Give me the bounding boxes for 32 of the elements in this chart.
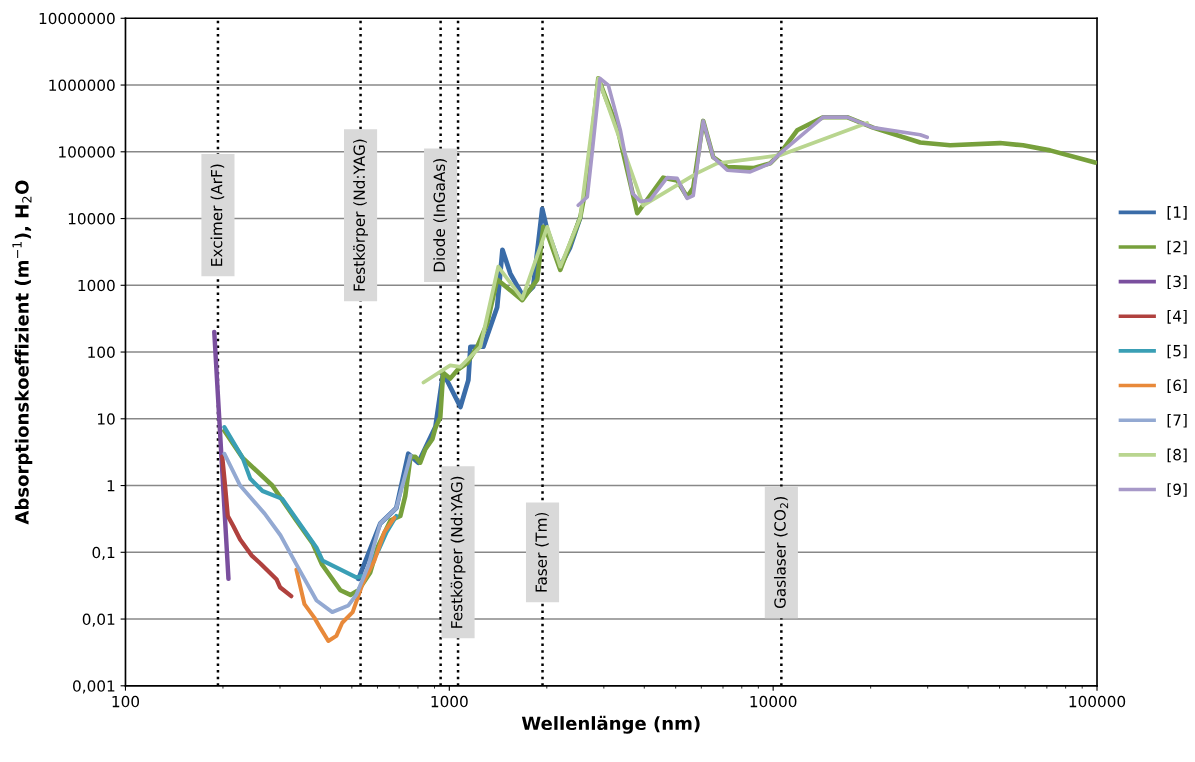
ref-line-label: Gaslaser (CO$_{2}$) (773, 497, 789, 609)
y-tick-label: 0,001 (73, 680, 115, 694)
y-tick-label: 0,1 (92, 546, 115, 560)
ref-line-label: Festkörper (Nd:YAG) (450, 476, 466, 628)
legend-label: [8] (1167, 448, 1187, 463)
y-tick-label: 1000000 (49, 79, 115, 92)
y-tick-label: 1000 (78, 279, 115, 292)
ref-line-label: Excimer (ArF) (210, 164, 225, 266)
x-tick-label: 100 (112, 695, 140, 708)
legend-label: [5] (1167, 344, 1187, 359)
y-axis-title: Absorptionskoeffizient (m$^{−1}$), H$_{2}$O (12, 180, 33, 525)
y-tick-label: 1 (107, 480, 115, 492)
y-tick-label: 10000 (68, 213, 115, 225)
legend-label: [9] (1167, 483, 1187, 497)
ref-line-label: Festkörper (Nd:YAG) (353, 139, 368, 291)
y-tick-label: 10 (97, 413, 115, 425)
x-tick-label: 1000 (431, 695, 468, 708)
legend-label: [2] (1167, 240, 1187, 255)
y-tick-label: 100000 (59, 146, 115, 158)
x-tick-label: 100000 (1069, 695, 1126, 708)
y-tick-label: 0,01 (82, 613, 115, 627)
legend-label: [1] (1167, 206, 1187, 220)
x-tick-label: 10000 (750, 695, 797, 708)
ref-line-label: Faser (Tm) (535, 512, 549, 592)
legend-label: [4] (1167, 310, 1187, 324)
ref-line-label: Diode (InGaAs) (433, 159, 447, 272)
y-tick-label: 100 (88, 346, 115, 359)
legend-label: [7] (1167, 413, 1187, 428)
legend-label: [3] (1167, 275, 1187, 289)
legend-label: [6] (1167, 379, 1187, 393)
y-tick-label: 10000000 (39, 12, 115, 25)
x-axis-title: Wellenlänge (nm) (521, 715, 700, 734)
